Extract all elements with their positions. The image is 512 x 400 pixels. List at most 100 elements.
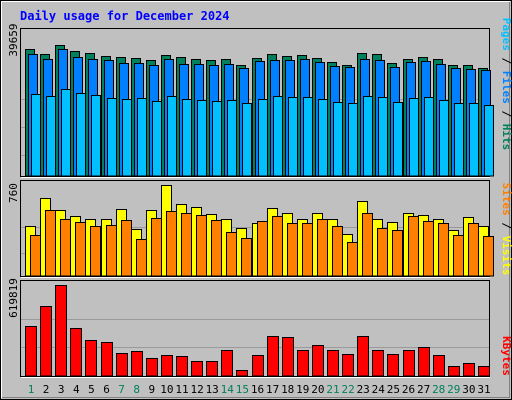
visitors-bar-sites-day-18 <box>287 223 298 277</box>
requests-bar-pages-day-3 <box>61 89 71 177</box>
day-label-13: 13 <box>206 383 219 396</box>
requests-legend-entry: Pages <box>500 18 512 51</box>
visitors-bar-sites-day-30 <box>468 223 479 277</box>
kbytes-bar-kbytes-day-7 <box>116 353 128 377</box>
visitors-bar-sites-day-7 <box>121 220 132 277</box>
requests-bar-pages-day-4 <box>76 93 86 177</box>
requests-legend-entry: Files <box>500 64 512 104</box>
requests-bar-pages-day-14 <box>227 100 237 177</box>
visitors-legend-entry: / <box>500 216 512 230</box>
kbytes-bar-kbytes-day-4 <box>70 328 82 377</box>
visitors-bar-sites-day-4 <box>75 222 86 277</box>
requests-ymax-label: 39659 <box>7 23 20 56</box>
requests-legend-text: Pages / Files / Hits <box>500 18 512 151</box>
requests-bar-pages-day-8 <box>137 98 147 177</box>
visitors-bar-sites-day-10 <box>166 211 177 277</box>
kbytes-bar-kbytes-day-21 <box>327 350 339 377</box>
kbytes-legend: KBytes <box>500 336 512 376</box>
day-label-25: 25 <box>387 383 400 396</box>
day-label-9: 9 <box>148 383 155 396</box>
kbytes-bar-kbytes-day-1 <box>25 326 37 377</box>
requests-bar-pages-day-29 <box>454 103 464 177</box>
visitors-legend: Sites / Visits <box>500 183 512 276</box>
visitors-bar-sites-day-20 <box>317 219 328 277</box>
visitors-bar-sites-day-8 <box>136 239 147 277</box>
day-label-8: 8 <box>133 383 140 396</box>
chart-title: Daily usage for December 2024 <box>20 9 230 23</box>
kbytes-bar-kbytes-day-28 <box>433 355 445 377</box>
visitors-bar-sites-day-19 <box>302 223 313 277</box>
kbytes-bar-kbytes-day-22 <box>342 354 354 377</box>
requests-legend-entry: Hits <box>500 117 512 150</box>
visitors-bar-sites-day-3 <box>60 219 71 277</box>
requests-bar-pages-day-26 <box>409 98 419 177</box>
kbytes-bar-kbytes-day-11 <box>176 356 188 377</box>
kbytes-bar-kbytes-day-5 <box>85 340 97 377</box>
day-label-1: 1 <box>28 383 35 396</box>
kbytes-bar-kbytes-day-18 <box>282 337 294 377</box>
visitors-bar-sites-day-31 <box>483 236 494 277</box>
visitors-bar-sites-day-27 <box>423 221 434 277</box>
requests-bar-pages-day-7 <box>122 99 132 177</box>
day-label-21: 21 <box>326 383 339 396</box>
requests-bar-pages-day-15 <box>242 103 252 177</box>
kbytes-bar-kbytes-day-19 <box>297 350 309 377</box>
visitors-legend-entry: Sites <box>500 183 512 216</box>
visitors-bar-sites-day-6 <box>106 225 117 277</box>
visitors-bar-sites-day-15 <box>241 238 252 277</box>
visitors-bar-sites-day-11 <box>181 213 192 277</box>
requests-bar-pages-day-5 <box>91 95 101 177</box>
kbytes-legend-entry: KBytes <box>500 336 512 376</box>
day-label-12: 12 <box>190 383 203 396</box>
requests-bar-pages-day-28 <box>439 100 449 177</box>
requests-bar-pages-day-11 <box>182 99 192 177</box>
day-label-23: 23 <box>357 383 370 396</box>
visitors-bar-sites-day-28 <box>438 223 449 277</box>
requests-bar-pages-day-9 <box>152 101 162 177</box>
requests-bar-pages-day-10 <box>167 96 177 177</box>
visitors-bars <box>25 185 494 277</box>
kbytes-panel: 619819 KBytes <box>7 278 512 378</box>
visitors-bar-sites-day-5 <box>90 226 101 277</box>
day-label-10: 10 <box>160 383 173 396</box>
kbytes-bar-kbytes-day-23 <box>357 336 369 377</box>
requests-bar-pages-day-21 <box>333 102 343 177</box>
requests-bar-pages-day-25 <box>393 102 403 177</box>
kbytes-bar-kbytes-day-25 <box>387 354 399 377</box>
requests-bar-pages-day-16 <box>258 99 268 177</box>
visitors-bar-sites-day-23 <box>362 213 373 277</box>
kbytes-bar-kbytes-day-17 <box>267 336 279 377</box>
kbytes-bar-kbytes-day-24 <box>372 350 384 377</box>
requests-bar-pages-day-6 <box>107 98 117 177</box>
day-label-6: 6 <box>103 383 110 396</box>
day-label-5: 5 <box>88 383 95 396</box>
day-label-11: 11 <box>175 383 188 396</box>
visitors-ymax-label: 760 <box>7 183 20 203</box>
kbytes-bar-kbytes-day-15 <box>236 370 248 377</box>
requests-legend: Pages / Files / Hits <box>500 18 512 151</box>
visitors-bar-sites-day-1 <box>30 235 41 277</box>
requests-bar-pages-day-13 <box>212 101 222 177</box>
kbytes-bar-kbytes-day-2 <box>40 306 52 377</box>
visitors-bar-sites-day-24 <box>377 228 388 277</box>
requests-bar-pages-day-19 <box>303 97 313 177</box>
visitors-bar-sites-day-29 <box>453 235 464 277</box>
requests-bars <box>25 45 494 177</box>
requests-legend-entry: / <box>500 51 512 65</box>
day-label-30: 30 <box>462 383 475 396</box>
visitors-bar-sites-day-17 <box>272 216 283 277</box>
kbytes-bar-kbytes-day-3 <box>55 285 67 377</box>
kbytes-bar-kbytes-day-12 <box>191 361 203 377</box>
kbytes-bar-kbytes-day-29 <box>448 366 460 377</box>
day-label-20: 20 <box>311 383 324 396</box>
day-label-16: 16 <box>251 383 264 396</box>
visitors-bar-sites-day-26 <box>408 216 419 277</box>
day-label-17: 17 <box>266 383 279 396</box>
day-label-29: 29 <box>447 383 460 396</box>
visitors-panel: 760 Sites / Visits <box>7 180 512 278</box>
day-label-15: 15 <box>236 383 249 396</box>
visitors-bar-sites-day-16 <box>257 221 268 277</box>
kbytes-bar-kbytes-day-8 <box>131 351 143 377</box>
day-label-26: 26 <box>402 383 415 396</box>
